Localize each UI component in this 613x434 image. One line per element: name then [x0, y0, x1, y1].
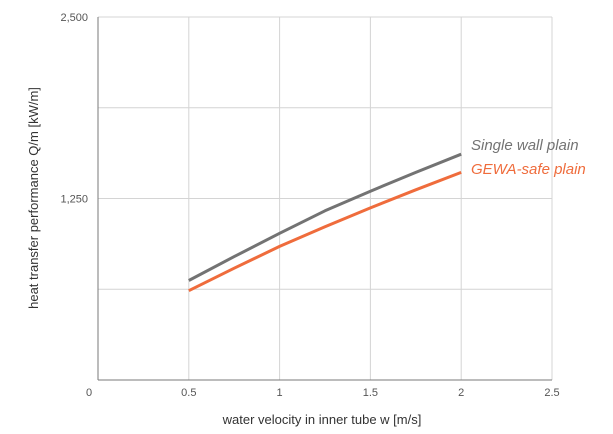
series-line-gewa-safe-plain: [188, 170, 462, 293]
series-lines: [188, 152, 462, 293]
x-tick-label: 1.5: [363, 387, 378, 399]
y-tick-label: 1,250: [60, 194, 88, 206]
x-axis-title: water velocity in inner tube w [m/s]: [222, 412, 422, 427]
x-tick-label: 0.5: [181, 387, 196, 399]
grid: [98, 16, 553, 380]
y-axis-title: heat transfer performance Q/m [kW/m]: [26, 87, 41, 309]
tick-labels: 0.5 1 1.5 2 2.5 1,250 2,500 0: [60, 12, 559, 399]
series-line-single-wall-plain: [188, 152, 462, 282]
x-tick-label: 2.5: [544, 387, 559, 399]
x-tick-label: 1: [277, 387, 283, 399]
series-label-gewa-safe-plain: GEWA-safe plain: [471, 161, 586, 178]
y-tick-label: 2,500: [60, 12, 88, 24]
axes: [97, 17, 552, 381]
x-tick-label: 2: [458, 387, 464, 399]
series-label-single-wall-plain: Single wall plain: [471, 137, 579, 154]
origin-label: 0: [86, 387, 92, 399]
